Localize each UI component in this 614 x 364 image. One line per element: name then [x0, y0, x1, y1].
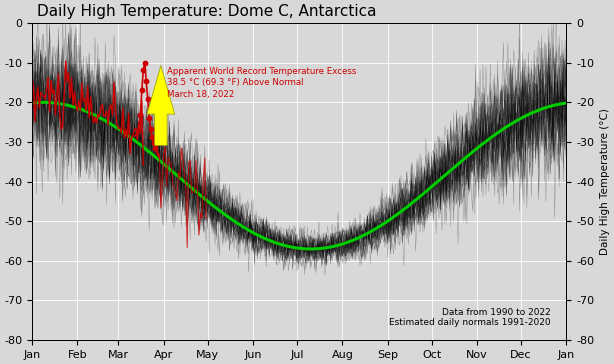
Text: Apparent World Record Temperature Excess
38.5 °C (69.3 °F) Above Normal
March 18: Apparent World Record Temperature Excess…	[167, 67, 356, 99]
Point	[150, 145, 160, 151]
Text: Daily High Temperature: Dome C, Antarctica: Daily High Temperature: Dome C, Antarcti…	[37, 4, 377, 19]
Point	[138, 67, 148, 73]
Text: Data from 1990 to 2022
Estimated daily normals 1991-2020: Data from 1990 to 2022 Estimated daily n…	[389, 308, 550, 328]
Point	[144, 115, 154, 120]
Point	[137, 87, 147, 93]
Y-axis label: Daily High Temperature (°C): Daily High Temperature (°C)	[600, 108, 610, 255]
Point	[146, 126, 155, 132]
Point	[141, 78, 151, 84]
Point	[143, 96, 153, 102]
Point	[136, 112, 146, 118]
Point	[140, 60, 150, 66]
Point	[149, 141, 158, 146]
Point	[147, 134, 157, 140]
